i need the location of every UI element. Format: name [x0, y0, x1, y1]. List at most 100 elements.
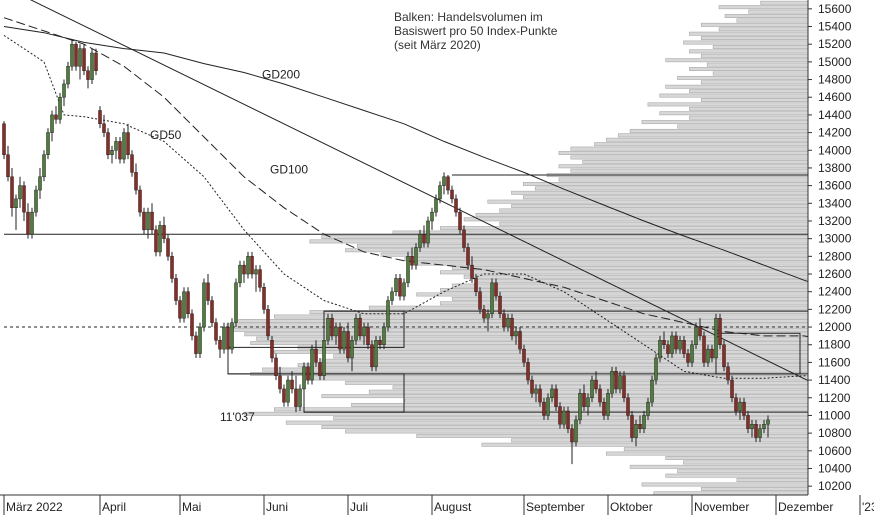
volume-bar [700, 80, 809, 85]
volume-bar [665, 473, 809, 478]
volume-bar [570, 155, 809, 160]
y-tick-label: 12600 [818, 267, 852, 281]
candle-body [682, 340, 686, 354]
candle-body [146, 211, 150, 231]
candle-body [390, 291, 394, 301]
candle-body [206, 282, 210, 301]
candle-body [714, 317, 718, 359]
candle-body [10, 176, 14, 208]
candle-body [662, 340, 666, 345]
y-tick-label: 13200 [818, 214, 852, 228]
y-tick-label: 11000 [818, 408, 851, 422]
y-tick-label: 13400 [818, 196, 852, 210]
volume-bar [440, 301, 809, 306]
candle-body [550, 388, 554, 399]
candle-body [666, 344, 670, 354]
candle-body [174, 278, 178, 301]
y-tick-label: 11400 [818, 373, 851, 387]
moving-average-label: GD200 [262, 68, 300, 82]
candle-body [474, 278, 478, 292]
y-tick-label: 13600 [818, 179, 852, 193]
candle-body [730, 379, 734, 399]
volume-bar [712, 45, 809, 49]
volume-bar [558, 164, 809, 169]
volume-bar [736, 18, 809, 23]
candle-body [370, 344, 374, 368]
volume-bar [665, 84, 809, 89]
candle-body [86, 70, 90, 80]
x-tick-label: April [102, 500, 126, 514]
candle-body [338, 326, 342, 350]
volume-bar [712, 71, 809, 76]
candle-body [50, 114, 54, 133]
candle-body [442, 176, 446, 186]
volume-bar [677, 469, 809, 474]
candles [2, 39, 770, 465]
candle-body [502, 313, 506, 328]
candle-body [746, 415, 750, 429]
candle-body [122, 132, 126, 160]
volume-bar [273, 407, 809, 412]
candle-body [506, 317, 510, 328]
candle-body [270, 340, 274, 359]
volume-bar [683, 40, 809, 45]
candle-body [90, 52, 94, 80]
candle-body [722, 344, 726, 368]
volume-bar [475, 279, 809, 284]
candle-body [130, 154, 134, 173]
candle-body [734, 397, 738, 412]
candle-body [118, 141, 122, 160]
candle-body [394, 278, 398, 292]
candle-body [46, 132, 50, 155]
volume-bar [760, 0, 809, 5]
volume-bar [534, 186, 809, 191]
y-axis-background [808, 0, 874, 515]
candle-body [410, 256, 414, 266]
candle-body [514, 331, 518, 337]
candle-body [62, 83, 66, 98]
volume-bar [718, 27, 809, 32]
candle-body [578, 393, 582, 421]
candle-body [698, 326, 702, 337]
y-tick-label: 12400 [818, 285, 852, 299]
candle-body [726, 366, 730, 381]
candle-body [594, 379, 598, 390]
volume-bar [273, 314, 809, 319]
candle-body [350, 340, 354, 359]
x-tick-label: '23 [862, 500, 874, 514]
candle-body [446, 176, 450, 191]
volume-bar [416, 261, 809, 266]
volume-bar [700, 36, 809, 41]
candle-body [30, 211, 34, 235]
candle-body [386, 300, 390, 328]
candle-body [294, 388, 298, 407]
candle-body [754, 424, 758, 438]
candle-body [750, 424, 754, 429]
volume-bar [659, 111, 809, 116]
volume-bar [665, 58, 809, 63]
volume-bar [499, 208, 809, 213]
candle-body [70, 43, 74, 67]
candle-body [586, 397, 590, 407]
candle-body [318, 362, 322, 376]
volume-bar [333, 354, 809, 359]
candle-body [398, 278, 402, 297]
moving-averages [3, 17, 873, 381]
volume-bar [481, 442, 809, 447]
moving-average-line [3, 26, 873, 301]
volume-bar [321, 358, 809, 363]
candle-body [674, 335, 678, 350]
candle-body [522, 348, 526, 363]
volume-bar [451, 296, 809, 301]
candle-body [466, 247, 470, 266]
x-tick-label: November [694, 500, 749, 514]
candle-body [326, 317, 330, 341]
candle-body [66, 66, 70, 85]
candle-body [170, 256, 174, 279]
volume-bar [748, 9, 809, 14]
volume-bar [273, 349, 809, 354]
volume-bar [623, 447, 809, 452]
candle-body [510, 317, 514, 337]
candle-body [582, 393, 586, 407]
